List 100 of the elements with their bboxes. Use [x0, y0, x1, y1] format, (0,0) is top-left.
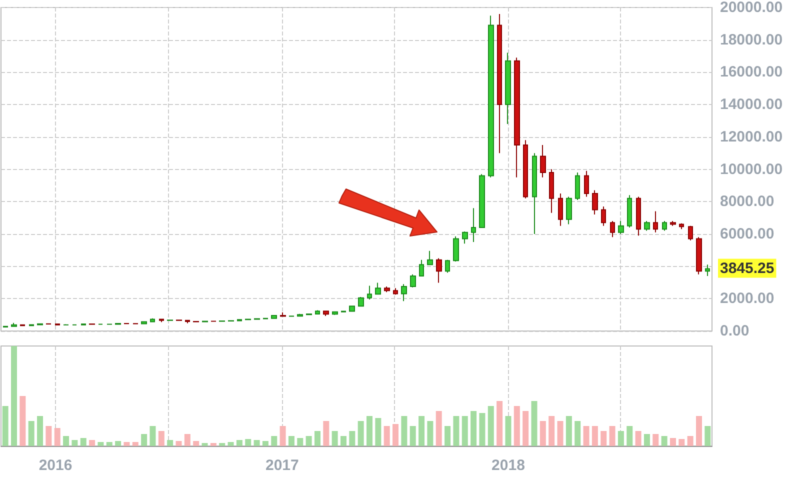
bar [531, 401, 538, 446]
bar [193, 441, 200, 446]
bar [479, 413, 486, 446]
candlestick [688, 225, 693, 241]
bar [635, 431, 642, 446]
bar [297, 438, 304, 446]
candlestick [453, 236, 459, 262]
y-tick-label: 18000.00 [720, 31, 783, 48]
candlestick [384, 286, 390, 293]
bar [505, 416, 512, 446]
y-tick-label: 20000.00 [720, 0, 783, 16]
bar [583, 426, 590, 446]
bar [288, 436, 294, 446]
bar [98, 442, 104, 446]
bar [618, 431, 624, 446]
candlestick [696, 236, 702, 275]
candlestick [185, 320, 190, 324]
candlestick [488, 15, 494, 178]
bar [158, 431, 164, 446]
candlestick [471, 208, 476, 243]
bar [63, 436, 70, 446]
y-tick-label: 12000.00 [720, 128, 783, 146]
candlestick [523, 140, 528, 199]
bar [548, 416, 555, 446]
candlestick [558, 193, 563, 226]
candlestick [610, 220, 615, 238]
y-tick-label: 6000.00 [720, 225, 774, 242]
bar [384, 426, 390, 446]
bar [444, 426, 451, 446]
y-tick-label: 16000.00 [720, 64, 783, 81]
candlestick [601, 206, 606, 226]
bar [661, 436, 668, 446]
bar [46, 426, 52, 446]
candlestick [514, 57, 520, 178]
bar [696, 416, 702, 446]
bar [176, 441, 182, 446]
bar [28, 421, 34, 446]
bar [80, 438, 86, 446]
candlestick [445, 259, 450, 274]
bar [184, 434, 190, 446]
y-tick-label: 2000.00 [720, 290, 774, 308]
bar [2, 406, 8, 446]
bar [150, 426, 156, 446]
candlestick [393, 288, 398, 296]
candlestick [358, 296, 364, 307]
bar [609, 426, 616, 446]
candlestick [427, 250, 433, 266]
candlestick [479, 174, 485, 228]
bar [410, 426, 416, 446]
bar [514, 406, 520, 446]
bar [470, 411, 477, 446]
bar [37, 416, 44, 446]
bar [202, 443, 208, 446]
candlestick [653, 210, 658, 233]
candlestick [662, 220, 667, 232]
bar [600, 431, 607, 446]
bar [566, 416, 572, 446]
bar [462, 416, 468, 446]
bar [228, 442, 234, 446]
bar [488, 406, 494, 446]
bar [401, 416, 408, 446]
bar [375, 418, 382, 446]
candlestick [584, 170, 589, 198]
candlestick [636, 196, 641, 236]
candlestick [549, 168, 554, 214]
bar [687, 436, 694, 446]
candlestick [462, 231, 468, 244]
bar [262, 441, 268, 446]
bar [115, 441, 122, 446]
candlestick [349, 305, 355, 312]
x-tick-label: 2016 [38, 457, 72, 474]
candlestick [627, 194, 632, 228]
candlestick [670, 220, 676, 226]
bar [254, 440, 260, 446]
bar [11, 346, 18, 446]
candlestick [237, 318, 242, 322]
bar [678, 439, 685, 446]
candlestick [419, 259, 424, 277]
y-tick-label: 14000.00 [720, 96, 783, 114]
candlestick [540, 144, 546, 178]
text: 3845.25 [720, 260, 774, 277]
candlestick [11, 322, 17, 327]
bar [236, 440, 242, 446]
bar [496, 401, 503, 446]
bar [106, 442, 112, 446]
candlestick [280, 312, 286, 318]
bar [280, 426, 286, 446]
candlestick [323, 310, 329, 316]
bar [592, 426, 598, 446]
bar [332, 431, 338, 446]
candlestick [55, 323, 60, 326]
x-tick-label: 2018 [492, 457, 525, 474]
candlestick [575, 172, 580, 200]
bar [436, 411, 442, 446]
candlestick [618, 220, 624, 234]
candlestick [566, 196, 572, 225]
bar [210, 443, 216, 446]
bar [141, 434, 148, 446]
bar [540, 421, 546, 446]
x-tick-label: 2017 [265, 457, 299, 474]
